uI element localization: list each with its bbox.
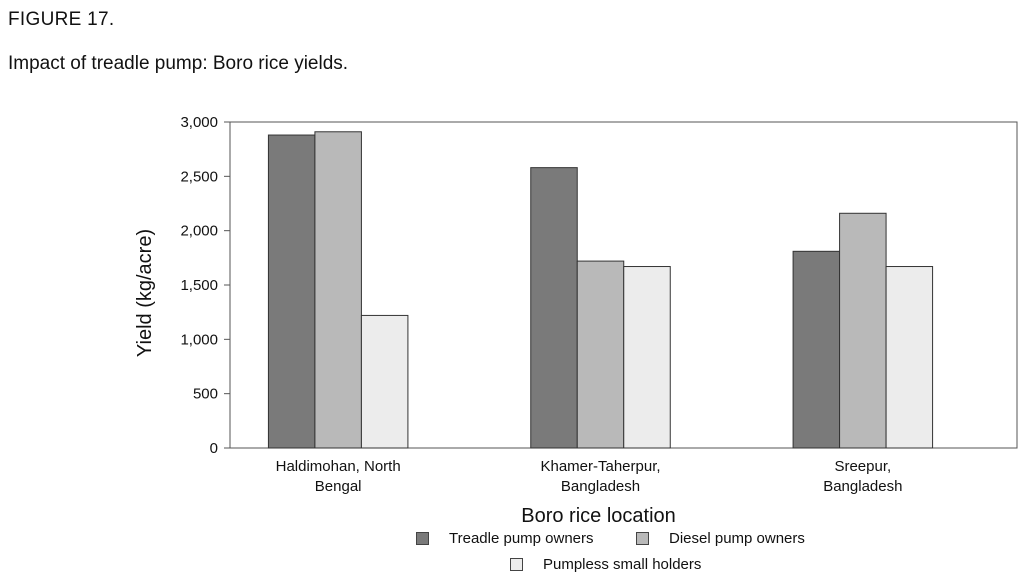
x-tick-label: Khamer-Taherpur, xyxy=(540,458,660,475)
x-tick-label: Sreepur, xyxy=(834,458,891,475)
bar xyxy=(530,167,578,449)
bar xyxy=(885,266,934,449)
bar xyxy=(576,260,625,449)
bar xyxy=(792,250,841,449)
figure-title: Impact of treadle pump: Boro rice yields… xyxy=(8,53,349,74)
x-tick-label: Haldimohan, North xyxy=(276,458,401,475)
x-tick-label: Bengal xyxy=(315,478,362,495)
y-tick-label: 2,500 xyxy=(180,168,218,185)
bar xyxy=(839,212,887,449)
bar xyxy=(314,131,362,449)
y-tick-label: 3,000 xyxy=(180,114,218,131)
y-tick-label: 500 xyxy=(193,386,218,403)
y-tick-label: 0 xyxy=(210,440,218,457)
bar xyxy=(360,314,409,449)
figure-label: FIGURE 17. xyxy=(8,9,115,30)
bar xyxy=(623,266,671,449)
x-axis-label: Boro rice location xyxy=(521,505,676,527)
y-tick-label: 1,500 xyxy=(180,277,218,294)
x-tick-label: Bangladesh xyxy=(823,478,902,495)
y-tick-label: 1,000 xyxy=(180,331,218,348)
bar xyxy=(267,134,316,449)
x-tick-label: Bangladesh xyxy=(561,478,640,495)
y-tick-label: 2,000 xyxy=(180,223,218,240)
y-axis-label: Yield (kg/acre) xyxy=(134,229,156,357)
